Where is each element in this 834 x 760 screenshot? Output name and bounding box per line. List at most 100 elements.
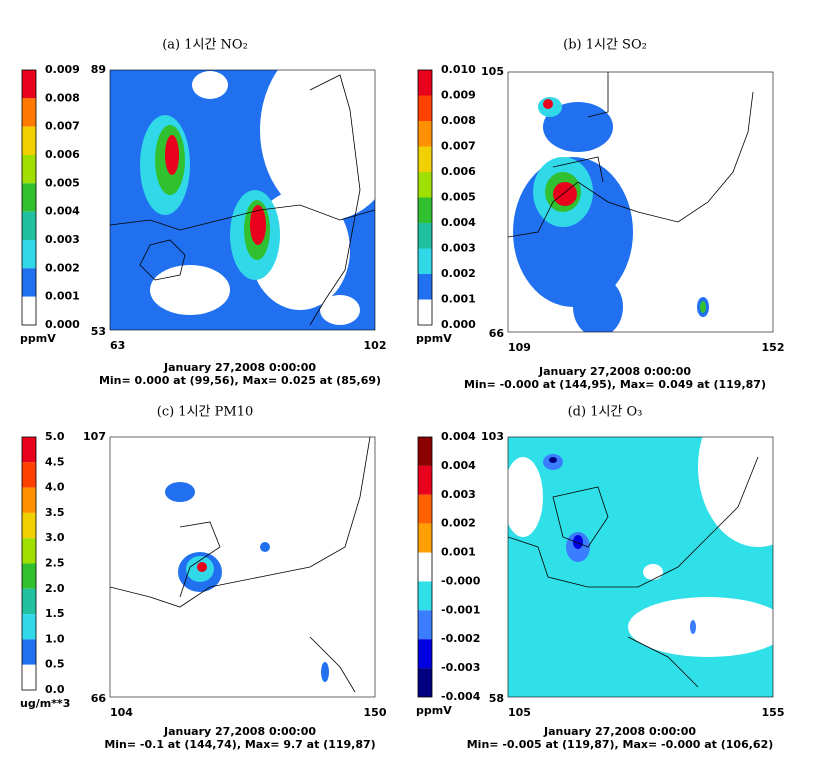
colorbar-segment (22, 487, 36, 513)
colorbar-label: 0.009 (45, 63, 80, 76)
field-blob (260, 70, 375, 220)
field-blob (628, 597, 773, 657)
corner-left: 63 (110, 339, 125, 352)
colorbar-segment (22, 462, 36, 488)
colorbar-segment (418, 197, 432, 223)
colorbar-segment (22, 563, 36, 589)
colorbar-label: -0.000 (441, 574, 481, 587)
field-blob (700, 301, 706, 313)
colorbar-segment (418, 121, 432, 147)
colorbar-label: 0.004 (45, 205, 80, 218)
corner-top: 89 (91, 63, 106, 76)
colorbar-segment (418, 248, 432, 274)
colorbar-label: 5.0 (45, 430, 65, 443)
date-label: January 27,2008 0:00:00 (543, 725, 696, 738)
corner-bottom: 58 (489, 692, 504, 705)
colorbar-segment (22, 183, 36, 212)
panel-caption: (c) 1시간 PM10 (157, 405, 253, 420)
colorbar-frame (417, 69, 433, 326)
colorbar-label: -0.003 (441, 661, 480, 674)
colorbar-frame (21, 436, 37, 691)
field-blob (543, 102, 613, 152)
map (109, 436, 376, 698)
coastline (508, 72, 754, 238)
map-frame (109, 69, 376, 331)
date-label: January 27,2008 0:00:00 (163, 361, 316, 374)
field-blob (165, 482, 195, 502)
corner-bottom: 66 (91, 692, 107, 705)
colorbar-label: 0.007 (45, 120, 80, 133)
field-blob (543, 99, 553, 109)
colorbar-label: 0.004 (441, 430, 476, 443)
coastline (110, 437, 371, 693)
field-blob (321, 662, 329, 682)
colorbar-label: 0.5 (45, 658, 65, 671)
field-blob (549, 457, 557, 463)
colorbar-segment (22, 538, 36, 564)
colorbar-label: 0.001 (441, 546, 476, 559)
colorbar-label: 0.006 (441, 165, 476, 178)
map-frame (507, 71, 774, 333)
colorbar-segment (418, 299, 432, 325)
corner-right: 150 (364, 706, 387, 719)
colorbar-segment (22, 126, 36, 155)
colorbar-label: 2.0 (45, 582, 65, 595)
panel: (d) 1시간 O₃ 0.004 0.004 0.003 0.002 0.001 -0.00… (416, 405, 785, 752)
coastline (508, 456, 759, 688)
colorbar-segment (418, 639, 432, 669)
colorbar-label: 0.009 (441, 89, 476, 102)
colorbar-label: 2.5 (45, 557, 65, 570)
map-frame (109, 436, 376, 698)
map-content (508, 72, 773, 332)
colorbar-label: 0.004 (441, 459, 476, 472)
colorbar-unit: ppmV (20, 332, 56, 345)
date-label: January 27,2008 0:00:00 (538, 365, 691, 378)
colorbar-label: 0.0 (45, 683, 65, 696)
panel-caption: (d) 1시간 O₃ (568, 405, 643, 420)
colorbar-segment (418, 465, 432, 495)
field-blob (250, 205, 266, 245)
map-content (110, 437, 375, 697)
colorbar-segment (418, 95, 432, 121)
map (507, 436, 774, 698)
coastline (110, 74, 375, 326)
colorbar-label: 0.003 (441, 488, 476, 501)
panel-caption: (b) 1시간 SO₂ (563, 38, 647, 53)
field-blob (320, 295, 360, 325)
field-blob (643, 564, 663, 580)
corner-left: 105 (508, 706, 531, 719)
map-background (110, 437, 375, 697)
colorbar-unit: ppmV (416, 704, 452, 717)
colorbar-label: 0.008 (441, 114, 476, 127)
field-blob (192, 71, 228, 99)
corner-top: 103 (481, 430, 504, 443)
colorbar-segment (418, 437, 432, 466)
colorbar-unit: ppmV (416, 332, 452, 345)
colorbar-segment (22, 437, 36, 463)
colorbar-segment (22, 296, 36, 325)
colorbar-label: -0.001 (441, 603, 480, 616)
field-blob (150, 265, 230, 315)
colorbar-label: 1.5 (45, 607, 65, 620)
field-blob (698, 437, 773, 547)
colorbar-frame (21, 69, 37, 326)
panel: (c) 1시간 PM10 5.0 4.5 4.0 3.5 3.0 2.5 2.0 1.5 1.0 0… (20, 405, 387, 752)
field-blob (573, 535, 583, 549)
colorbar-label: 3.0 (45, 531, 65, 544)
colorbar-segment (418, 668, 432, 697)
map-frame (507, 436, 774, 698)
colorbar-unit: ug/m**3 (20, 697, 70, 710)
field-blob (690, 620, 696, 634)
map-content (508, 437, 773, 697)
colorbar-label: 1.0 (45, 632, 65, 645)
colorbar-label: 4.5 (45, 455, 65, 468)
corner-left: 109 (508, 341, 531, 354)
colorbar-segment (418, 274, 432, 300)
corner-right: 155 (762, 706, 785, 719)
colorbar-segment (22, 98, 36, 127)
map-content (110, 70, 375, 330)
colorbar-segment (418, 494, 432, 524)
colorbar-label: 0.006 (45, 148, 80, 161)
colorbar-segment (22, 155, 36, 184)
